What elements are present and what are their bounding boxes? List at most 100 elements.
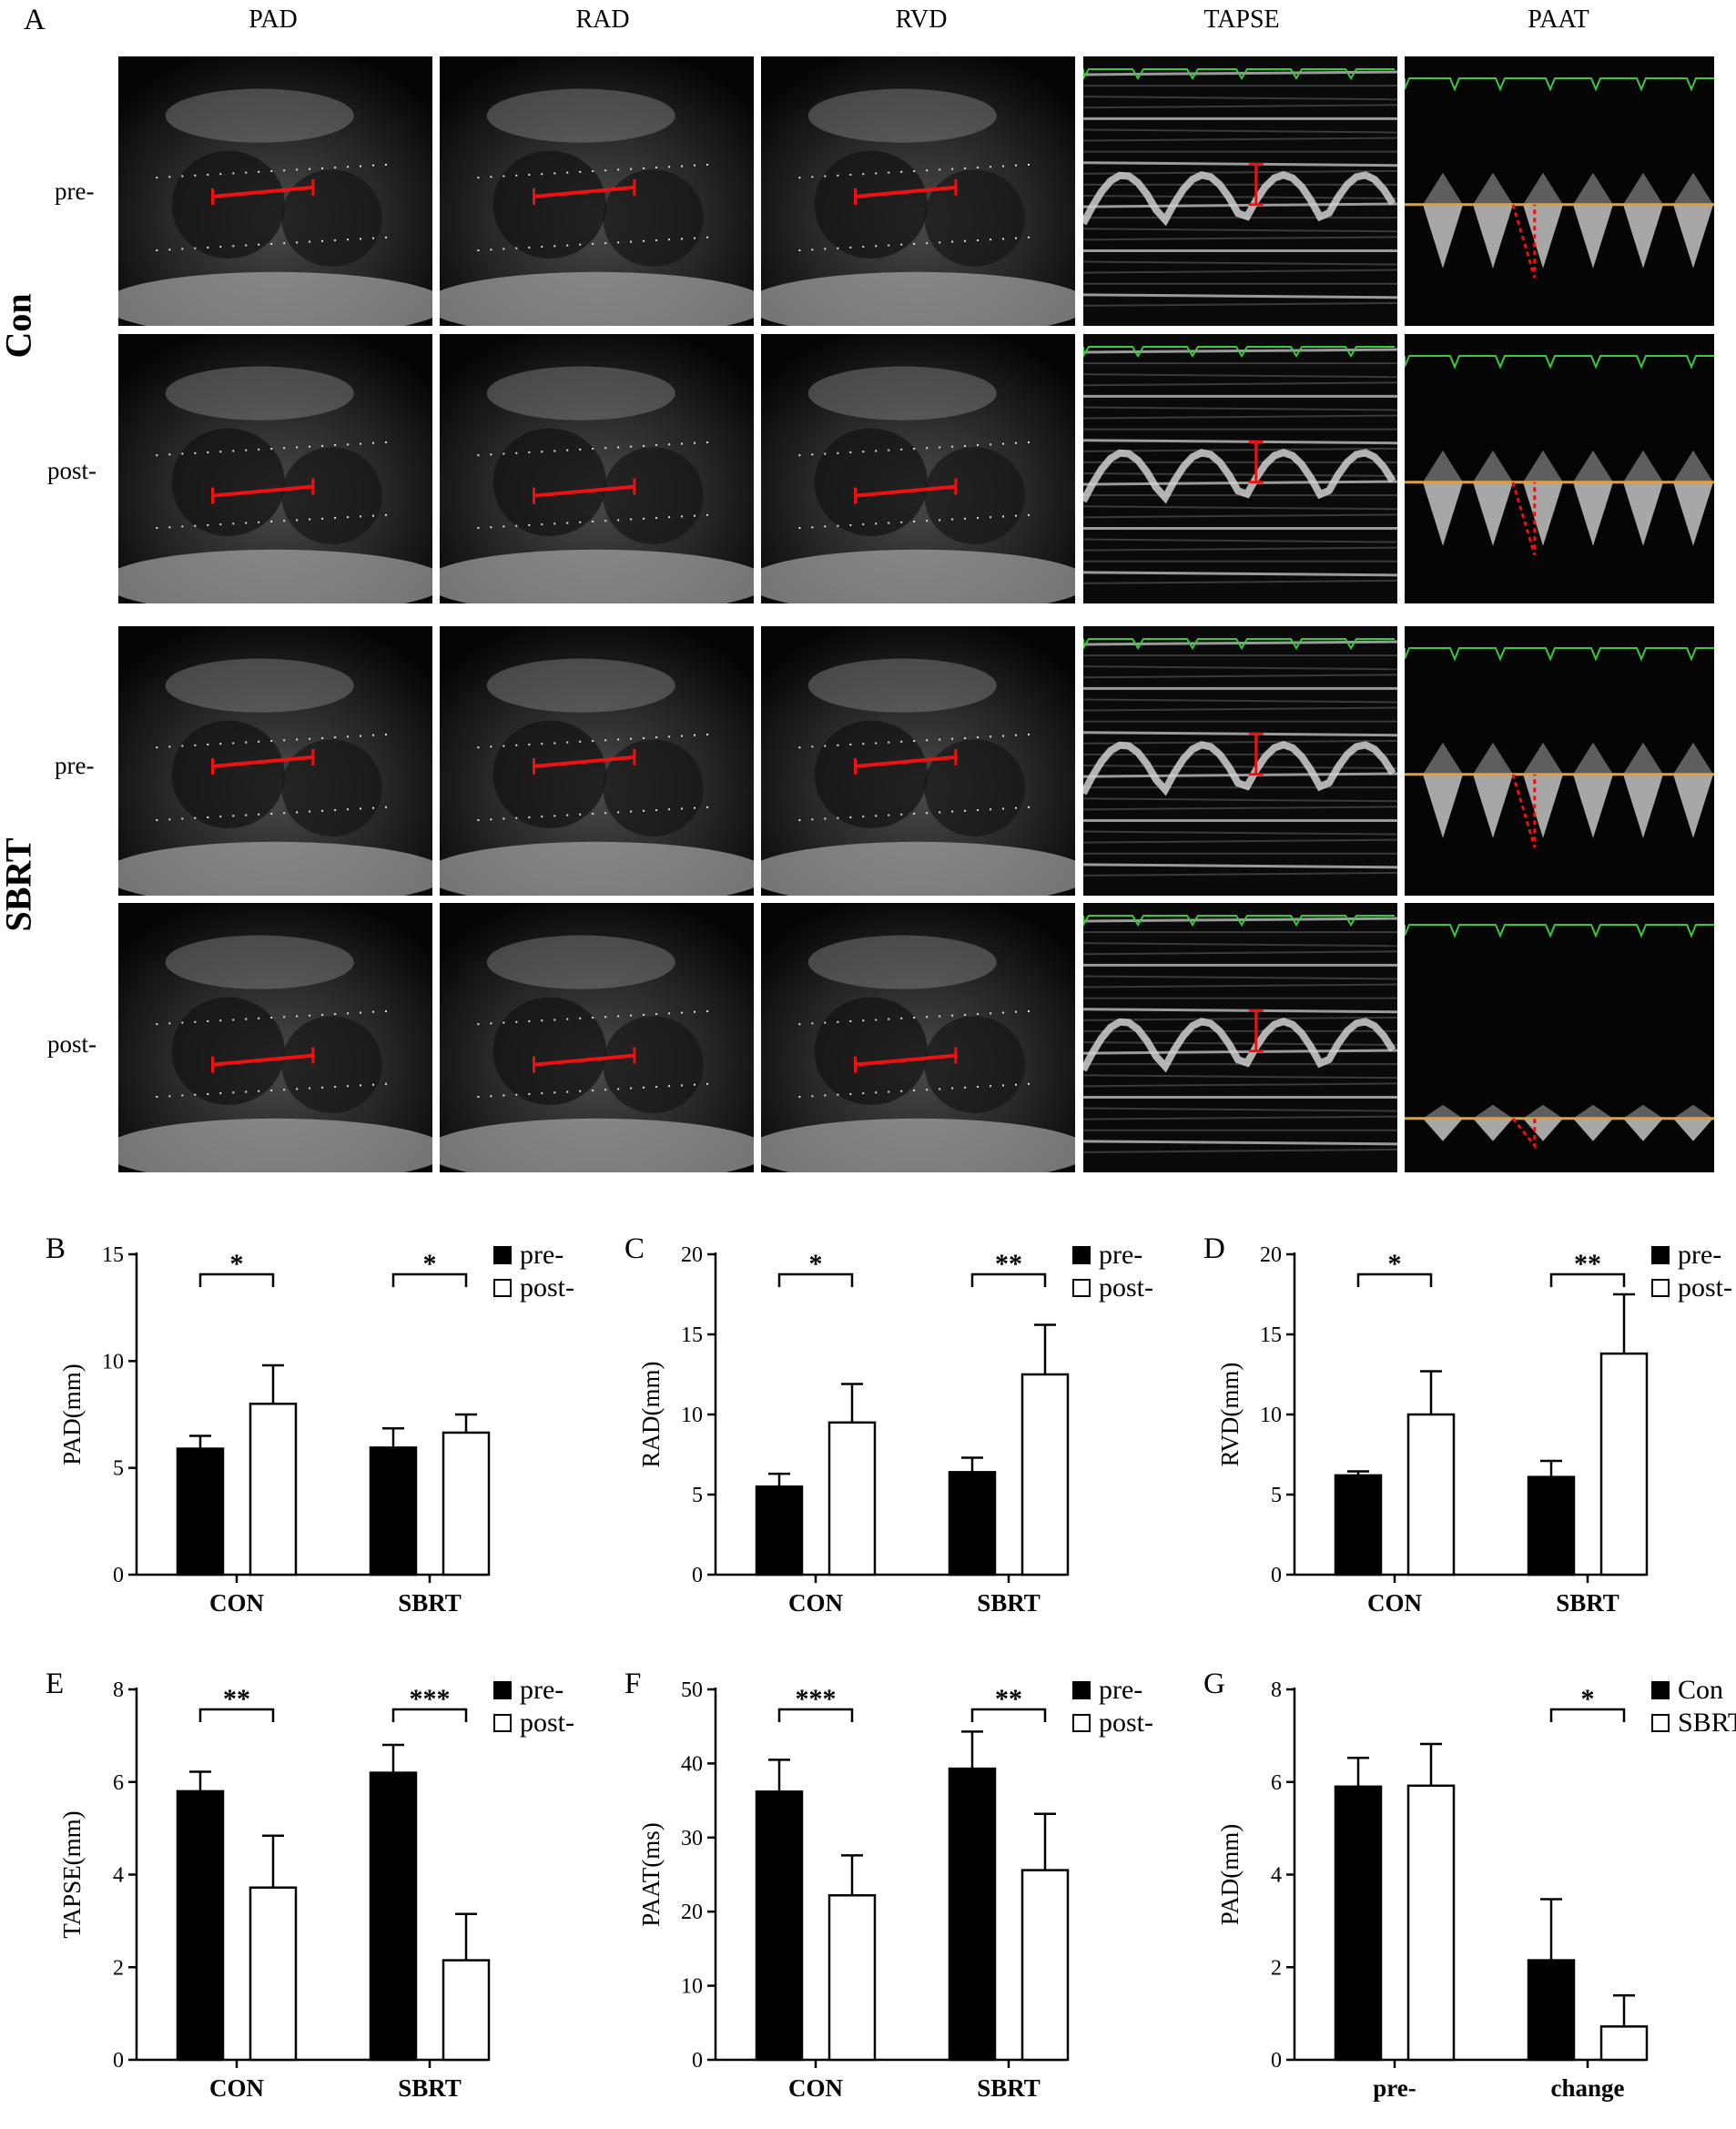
chart-panel-e: E 0 2 4 6 8 TAPSE(mm) CON ** SBRT *** pre-post- [46,1668,574,2102]
echo-image-sbrt-pre-paat [1405,626,1714,896]
y-tick-label: 0 [113,1564,124,1587]
echo-image-sbrt-pre-tapse [1083,626,1397,896]
legend-swatch [1072,1279,1091,1297]
significance-bracket [1356,1272,1433,1287]
legend-label: pre- [520,1675,563,1705]
bar-sbrt-pre [1406,1784,1456,2062]
y-tick-label: 40 [681,1752,703,1776]
significance-bracket [391,1272,468,1287]
echo-image-sbrt-post-pad [118,903,432,1172]
y-tick-label: 4 [1271,1864,1282,1888]
legend-label: pre- [520,1240,563,1270]
y-tick-label: 8 [1271,1678,1282,1702]
legend-label: post- [1678,1272,1732,1303]
y-tick-label: 20 [1260,1243,1282,1267]
group-label-sbrt: SBRT [0,837,39,932]
y-tick-label: 6 [1271,1771,1282,1795]
echo-image-con-pre-tapse [1083,56,1397,326]
bar-pre-con [1334,1474,1383,1576]
significance-bracket [198,1708,275,1722]
legend-swatch [1651,1246,1670,1264]
significance-marker: ** [223,1684,250,1714]
echo-image-con-pre-paat [1405,56,1714,326]
panel-a-label: A [24,4,46,36]
y-tick-label: 15 [1260,1323,1282,1347]
significance-marker: *** [410,1684,451,1714]
panel-label-f: F [624,1668,641,1700]
legend-swatch [1072,1681,1091,1699]
panel-label-g: G [1203,1668,1225,1700]
bar-pre-con [176,1447,225,1576]
significance-marker: *** [796,1684,837,1714]
significance-marker: ** [995,1249,1022,1279]
x-tick-label: SBRT [398,2074,462,2102]
bar-pre-con [755,1790,804,2062]
y-axis-label: RVD(mm) [1216,1363,1244,1467]
significance-marker: * [423,1249,437,1279]
y-tick-label: 20 [681,1243,703,1267]
bar-sbrt-change [1599,2025,1649,2062]
y-tick-label: 0 [1271,1564,1282,1587]
echo-image-sbrt-pre-rvd [761,626,1075,896]
panel-label-b: B [46,1232,66,1265]
row-label-con-post: post- [47,457,96,484]
legend-label: pre- [1678,1240,1721,1270]
echo-image-con-pre-pad [118,56,432,326]
significance-marker: * [1388,1249,1402,1279]
x-tick-label: CON [209,1589,265,1617]
y-axis-label: TAPSE(mm) [58,1810,86,1938]
row-label-sbrt-post: post- [47,1030,96,1058]
significance-marker: ** [1574,1249,1601,1279]
legend-swatch [493,1246,512,1264]
significance-bracket [1549,1708,1626,1722]
legend-label: SBRT [1678,1708,1736,1738]
legend-swatch [1651,1681,1670,1699]
legend-swatch [493,1681,512,1699]
column-header-rvd: RVD [895,5,948,34]
legend-swatch [1072,1714,1091,1732]
y-tick-label: 0 [692,2049,703,2073]
y-tick-label: 2 [1271,1956,1282,1980]
legend-label: post- [520,1708,574,1738]
legend-label: post- [1099,1272,1153,1303]
chart-panel-c: C 0 5 10 15 20 RAD(mm) CON * SBRT ** pre-post- [624,1232,1153,1617]
significance-marker: * [809,1249,823,1279]
x-tick-label: SBRT [1556,1589,1619,1617]
chart-panel-b: B 0 5 10 15 PAD(mm) CON * SBRT * pre-post- [46,1232,574,1617]
bar-post-con [827,1421,877,1576]
chart-panel-d: D 0 5 10 15 20 RVD(mm) CON * SBRT ** pre-post- [1203,1232,1732,1617]
bar-post-con [249,1403,298,1576]
bar-pre-sbrt [948,1471,997,1576]
echo-image-con-pre-rad [440,56,754,326]
bar-pre-sbrt [369,1771,418,2062]
y-tick-label: 5 [1271,1484,1282,1507]
significance-bracket [777,1708,854,1722]
significance-bracket [970,1708,1047,1722]
bar-post-con [249,1886,298,2062]
y-tick-label: 20 [681,1901,703,1924]
y-tick-label: 30 [681,1827,703,1850]
y-tick-label: 5 [113,1457,124,1481]
echo-image-sbrt-pre-rad [440,626,754,896]
bar-post-sbrt [1020,1373,1070,1576]
bar-post-sbrt [1020,1869,1070,2062]
column-header-tapse: TAPSE [1203,5,1280,34]
y-tick-label: 5 [692,1484,703,1507]
legend-swatch [493,1714,512,1732]
x-tick-label: SBRT [977,1589,1041,1617]
legend-swatch [1651,1279,1670,1297]
panel-label-e: E [46,1668,64,1700]
row-label-con-pre: pre- [55,177,95,205]
significance-bracket [777,1272,854,1287]
y-tick-label: 15 [102,1243,124,1267]
bar-pre-con [755,1485,804,1576]
panel-label-d: D [1203,1232,1225,1265]
y-tick-label: 8 [113,1678,124,1702]
y-tick-label: 10 [102,1350,124,1374]
x-tick-label: CON [1367,1589,1423,1617]
significance-marker: ** [995,1684,1022,1714]
y-tick-label: 6 [113,1771,124,1795]
legend-swatch [1651,1714,1670,1732]
bar-con-pre [1334,1785,1383,2062]
significance-marker: * [1581,1684,1595,1714]
